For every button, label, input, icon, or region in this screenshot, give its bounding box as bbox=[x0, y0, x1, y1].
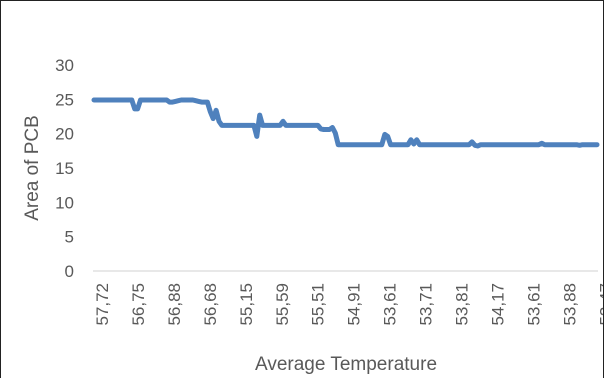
y-tick-label: 15 bbox=[55, 159, 74, 178]
x-tick-label: 53,61 bbox=[524, 283, 543, 326]
x-tick-label: 53,88 bbox=[560, 283, 579, 326]
x-tick-label: 56,88 bbox=[165, 283, 184, 326]
y-tick-label: 10 bbox=[55, 193, 74, 212]
x-tick-labels: 57,72 56,75 56,88 56,68 55,15 55,59 55,51 54,91… bbox=[93, 283, 603, 326]
x-tick-label: 54,17 bbox=[488, 283, 507, 326]
x-tick-label: 54,91 bbox=[345, 283, 364, 326]
series-line bbox=[91, 97, 600, 149]
y-tick-label: 0 bbox=[65, 262, 74, 281]
x-tick-label: 56,68 bbox=[201, 283, 220, 326]
y-tick-label: 30 bbox=[55, 56, 74, 75]
x-tick-label: 53,81 bbox=[453, 283, 472, 326]
series-group bbox=[91, 97, 600, 149]
x-tick-label: 55,15 bbox=[237, 283, 256, 326]
y-tick-label: 25 bbox=[55, 90, 74, 109]
x-tick-label: 57,72 bbox=[93, 283, 112, 326]
y-tick-labels: 0 5 10 15 20 25 30 bbox=[55, 56, 74, 281]
y-tick-label: 5 bbox=[65, 228, 74, 247]
x-tick-label: 53,47 bbox=[596, 283, 603, 326]
x-tick-label: 53,71 bbox=[417, 283, 436, 326]
x-tick-label: 53,61 bbox=[381, 283, 400, 326]
x-tick-label: 55,51 bbox=[309, 283, 328, 326]
x-tick-label: 56,75 bbox=[129, 283, 148, 326]
x-axis-title: Average Temperature bbox=[255, 354, 437, 375]
y-tick-label: 20 bbox=[55, 125, 74, 144]
x-tick-label: 55,59 bbox=[273, 283, 292, 326]
y-axis-title: Area of PCB bbox=[22, 115, 43, 221]
